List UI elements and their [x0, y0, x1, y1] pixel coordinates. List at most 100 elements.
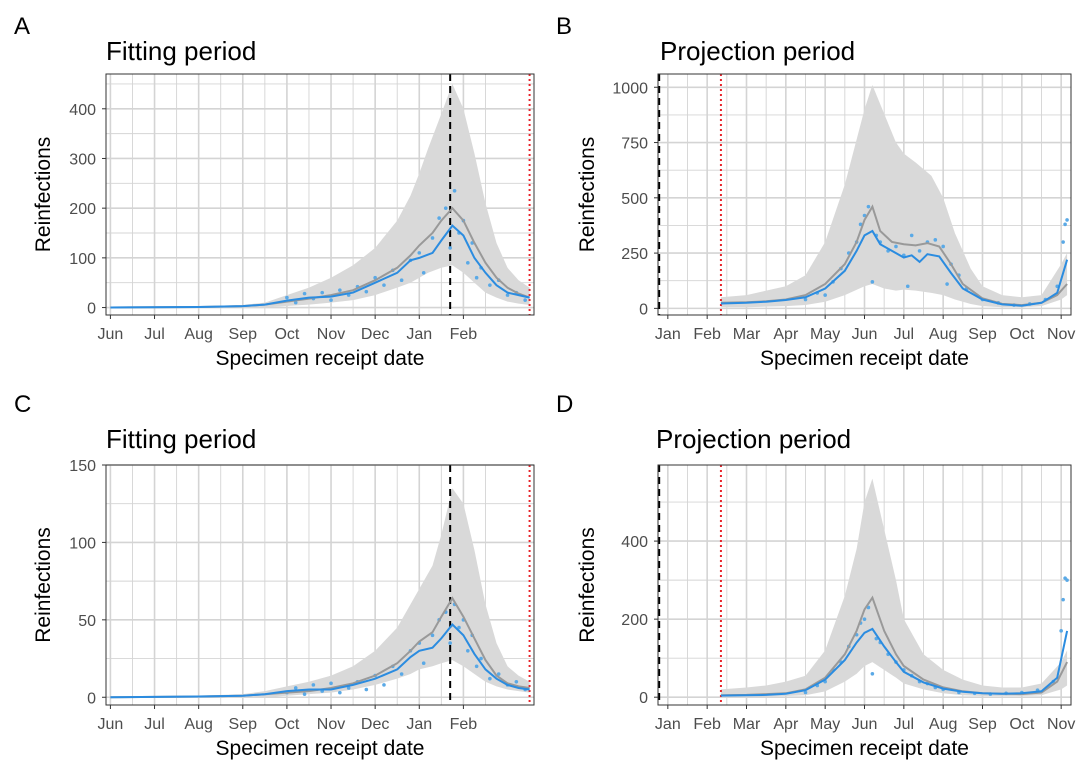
panel-d-observed-point	[862, 617, 867, 621]
panel-a-observed-point	[474, 275, 479, 280]
panel-b-x-tick-label: Apr	[773, 326, 799, 343]
panel-c-observed-point	[382, 683, 386, 687]
panel-a-x-tick-label: Jul	[144, 326, 164, 343]
panel-c-x-tick-label: Jun	[98, 716, 124, 733]
panel-c-x-tick-label: Jan	[406, 716, 432, 733]
panel-b-y-axis-label: Reinfections	[576, 137, 599, 253]
panel-b-y-tick-label: 1000	[612, 80, 648, 97]
panel-a-letter: A	[14, 13, 30, 40]
panel-c-observed-point	[364, 687, 369, 692]
panel-a-y-tick-label: 200	[69, 201, 96, 218]
panel-c-observed-point	[466, 649, 470, 653]
panel-b-y-tick-label: 500	[621, 191, 648, 208]
panel-d-observed-point	[1061, 597, 1065, 602]
panel-c-observed-point	[479, 656, 483, 661]
panel-b-y-tick-label: 250	[621, 246, 648, 263]
panel-a-observed-point	[338, 288, 342, 292]
panel-d-y-axis-label: Reinfections	[576, 527, 599, 643]
panel-b-observed-point	[941, 244, 945, 249]
panel-a-x-tick-label: Feb	[450, 326, 478, 343]
panel-a-x-tick-label: Jun	[98, 326, 124, 343]
panel-a-observed-point	[430, 236, 435, 240]
panel-c-observed-point	[474, 664, 479, 669]
panel-a-observed-point	[452, 188, 457, 193]
panel-a-title: Fitting period	[106, 36, 256, 66]
panel-a-observed-line	[110, 224, 530, 309]
panel-b-observed-point	[1063, 222, 1067, 227]
panel-a-observed-point	[320, 290, 325, 295]
panel-a-border	[105, 73, 535, 316]
panel-c-observed-point	[430, 633, 435, 638]
panel-b-uncertainty-band	[720, 85, 1068, 308]
panel-b-y-tick-label: 750	[621, 136, 648, 153]
panel-d-y-tick-label: 200	[621, 612, 648, 629]
panel-a-y-tick-label: 300	[69, 151, 96, 168]
panel-d-letter: D	[556, 391, 573, 418]
panel-a-observed-point	[443, 206, 448, 210]
panel-c-title: Fitting period	[106, 424, 256, 454]
panel-d-x-tick-label: Jul	[894, 716, 914, 733]
panel-a-observed-point	[523, 298, 527, 302]
panel-c-x-tick-label: Sep	[229, 716, 258, 733]
panel-c-y-axis-label: Reinfections	[32, 527, 55, 643]
panel-d-uncertainty-band	[720, 478, 1068, 698]
panel-b-observed-point	[803, 297, 808, 302]
panel-c-x-tick-label: Aug	[184, 716, 212, 733]
panel-d-x-tick-label: Mar	[733, 716, 761, 733]
panel-d-x-tick-label: May	[810, 716, 840, 733]
panel-c-x-axis-label: Specimen receipt date	[216, 737, 425, 760]
panel-c-observed-point	[399, 672, 404, 676]
panel-a-x-tick-label: Sep	[229, 326, 258, 343]
panel-d-x-tick-label: Aug	[929, 716, 957, 733]
panel-a-x-axis-label: Specimen receipt date	[216, 347, 425, 370]
panel-b-data	[658, 74, 1069, 315]
panel-a-x-tick-label: Aug	[184, 326, 212, 343]
panel-b-observed-point	[858, 222, 863, 227]
panel-a-observed-point	[488, 283, 492, 287]
panel-b-observed-point	[1065, 218, 1069, 222]
panel-d-x-tick-label: Jan	[655, 716, 681, 733]
panel-a-x-tick-label: Nov	[317, 326, 345, 343]
panel-c-y-tick-label: 0	[87, 690, 96, 707]
panel-c-y-tick-label: 100	[69, 535, 96, 552]
panel-b-observed-point	[909, 233, 914, 238]
panel-b: B Projection period 0 250 500 750 1000 Jan Feb Ma…	[556, 13, 1075, 370]
panel-b-observed-point	[945, 282, 949, 286]
panel-b-x-tick-label: May	[810, 326, 840, 343]
panel-a-observed-point	[382, 283, 386, 287]
panel-b-x-tick-label: Jun	[852, 326, 878, 343]
panel-d: D Projection period 0 200 400 Jan Feb Mar Apr May…	[556, 391, 1075, 760]
panel-a-observed-point	[329, 298, 333, 302]
panel-a-observed-point	[364, 289, 369, 294]
panel-d-observed-point	[1065, 578, 1069, 582]
panel-a-observed-point	[448, 246, 452, 250]
panel-b-observed-point	[866, 204, 871, 209]
panel-c-observed-point	[311, 683, 316, 687]
panel-a-data	[110, 74, 531, 315]
panel-b-title: Projection period	[660, 36, 855, 66]
panel-d-x-tick-label: Feb	[693, 716, 721, 733]
panel-d-x-tick-label: Nov	[1047, 716, 1075, 733]
panel-a-y-axis-label: Reinfections	[32, 137, 55, 253]
panel-d-observed-point	[1059, 629, 1063, 633]
panel-c-observed-point	[346, 686, 351, 690]
panel-c-x-tick-label: Nov	[317, 716, 345, 733]
panel-b-x-tick-label: Sep	[968, 326, 997, 343]
panel-a: A Fitting period 0 100 200 300 400 Jun Jul Aug Sep…	[14, 13, 535, 370]
panel-a-observed-point	[505, 293, 510, 297]
panel-c-border	[105, 464, 535, 706]
panel-c-data	[110, 465, 531, 705]
panel-a-observed-point	[437, 216, 441, 220]
panel-a-observed-point	[399, 278, 404, 283]
panel-c-observed-line	[110, 623, 530, 699]
panel-b-x-tick-label: Nov	[1047, 326, 1075, 343]
panel-d-x-tick-label: Apr	[773, 716, 799, 733]
panel-d-title: Projection period	[656, 424, 851, 454]
panel-b-observed-point	[823, 293, 827, 297]
panel-c-observed-point	[338, 690, 342, 695]
panel-c-uncertainty-band	[110, 488, 530, 698]
panel-b-x-tick-label: Mar	[733, 326, 761, 343]
panel-a-y-tick-label: 400	[69, 102, 96, 119]
panel-a-x-tick-label: Dec	[361, 326, 389, 343]
